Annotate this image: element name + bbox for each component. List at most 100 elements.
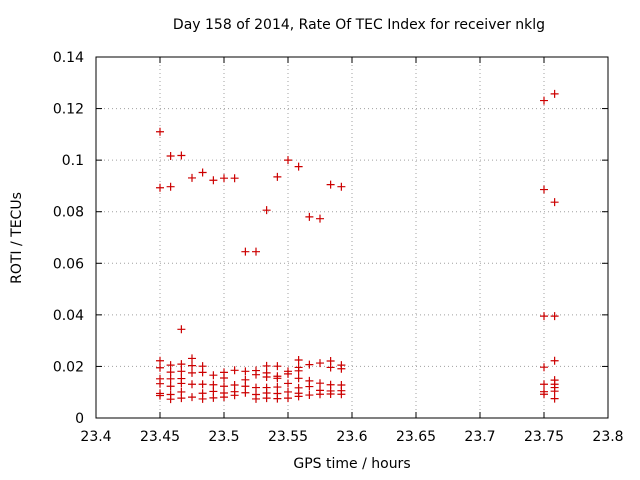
data-point: [252, 247, 260, 256]
data-point: [550, 198, 559, 207]
data-point: [166, 382, 175, 391]
data-point: [550, 356, 559, 365]
x-tick-label: 23.75: [524, 429, 564, 445]
data-point: [156, 379, 164, 388]
data-point: [305, 360, 314, 369]
data-point: [230, 380, 239, 389]
data-point: [156, 391, 164, 400]
x-tick-label: 23.8: [592, 429, 623, 445]
data-point: [166, 374, 175, 383]
data-point: [284, 394, 292, 403]
data-point: [294, 355, 303, 364]
data-point: [273, 374, 282, 383]
data-point: [273, 362, 282, 371]
data-point: [326, 180, 335, 189]
data-point: [230, 391, 239, 400]
data-point: [273, 394, 282, 403]
data-point: [294, 374, 303, 383]
data-point: [177, 394, 186, 403]
data-point: [540, 363, 548, 372]
data-point: [337, 182, 346, 191]
data-point: [284, 369, 292, 378]
data-point: [177, 325, 186, 334]
x-axis-label: GPS time / hours: [293, 456, 411, 472]
data-point: [316, 359, 324, 368]
data-point: [550, 387, 559, 396]
x-tick-label: 23.65: [396, 429, 436, 445]
data-point: [177, 360, 186, 369]
data-point: [209, 393, 218, 402]
data-point: [177, 151, 186, 160]
data-point: [156, 183, 164, 192]
data-point: [326, 390, 335, 399]
y-tick-label: 0.06: [53, 256, 84, 272]
data-point: [337, 390, 346, 399]
data-point: [550, 394, 559, 403]
data-point: [252, 383, 260, 392]
data-point: [209, 371, 218, 380]
data-point: [166, 368, 175, 377]
data-point: [540, 96, 548, 105]
data-point: [156, 363, 164, 372]
data-point: [166, 152, 175, 161]
data-point: [284, 379, 292, 388]
x-tick-label: 23.55: [268, 429, 308, 445]
x-tick-label: 23.5: [208, 429, 239, 445]
y-tick-label: 0.1: [62, 153, 84, 169]
data-point: [252, 370, 260, 379]
data-point: [241, 388, 250, 397]
data-point: [188, 380, 196, 389]
data-point: [220, 393, 228, 402]
y-tick-label: 0.12: [53, 102, 84, 118]
x-tick-label: 23.45: [140, 429, 180, 445]
y-tick-label: 0: [75, 411, 84, 427]
data-point: [177, 379, 186, 388]
data-point: [198, 394, 207, 403]
data-point: [294, 392, 303, 401]
plot-frame: [95, 56, 609, 419]
data-point: [166, 395, 175, 404]
data-point: [305, 382, 314, 391]
data-point: [188, 354, 196, 363]
data-point: [294, 162, 303, 171]
y-tick-label: 0.02: [53, 359, 84, 375]
data-point: [188, 173, 196, 182]
y-tick-label: 0.04: [53, 308, 84, 324]
data-point: [156, 356, 164, 365]
data-point: [198, 380, 207, 389]
y-tick-label: 0.08: [53, 205, 84, 221]
data-point: [241, 247, 250, 256]
data-point: [294, 366, 303, 375]
data-point: [305, 391, 314, 400]
y-tick-label: 0.14: [53, 50, 84, 66]
data-point: [230, 366, 239, 375]
data-point: [540, 390, 548, 399]
data-point: [550, 312, 559, 321]
data-point: [262, 394, 271, 403]
data-point: [188, 393, 196, 402]
data-point: [550, 89, 559, 98]
x-tick-label: 23.4: [80, 429, 111, 445]
data-point: [316, 390, 324, 399]
data-point: [198, 168, 207, 177]
data-point: [198, 368, 207, 377]
data-point: [166, 182, 175, 191]
data-point: [252, 394, 260, 403]
data-point: [305, 212, 314, 221]
data-point: [220, 174, 228, 183]
data-point: [209, 176, 218, 185]
data-point: [337, 364, 346, 373]
data-point: [188, 368, 196, 377]
data-point: [230, 174, 239, 183]
data-point: [166, 361, 175, 370]
data-point: [241, 367, 250, 376]
data-point: [540, 312, 548, 321]
data-point: [284, 156, 292, 165]
data-point: [262, 361, 271, 370]
chart-title: Day 158 of 2014, Rate Of TEC Index for r…: [172, 17, 546, 33]
data-point: [540, 185, 548, 194]
data-point: [540, 380, 548, 389]
data-point: [220, 374, 228, 383]
data-point: [177, 367, 186, 376]
